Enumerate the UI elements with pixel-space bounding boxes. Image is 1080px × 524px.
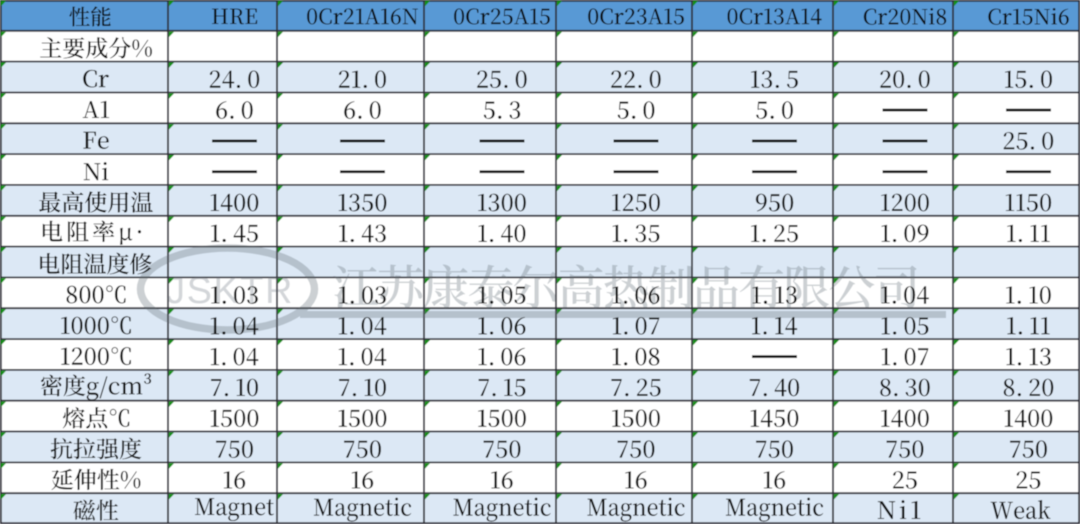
svg-text:JSKTR: JSKTR [166, 270, 294, 312]
